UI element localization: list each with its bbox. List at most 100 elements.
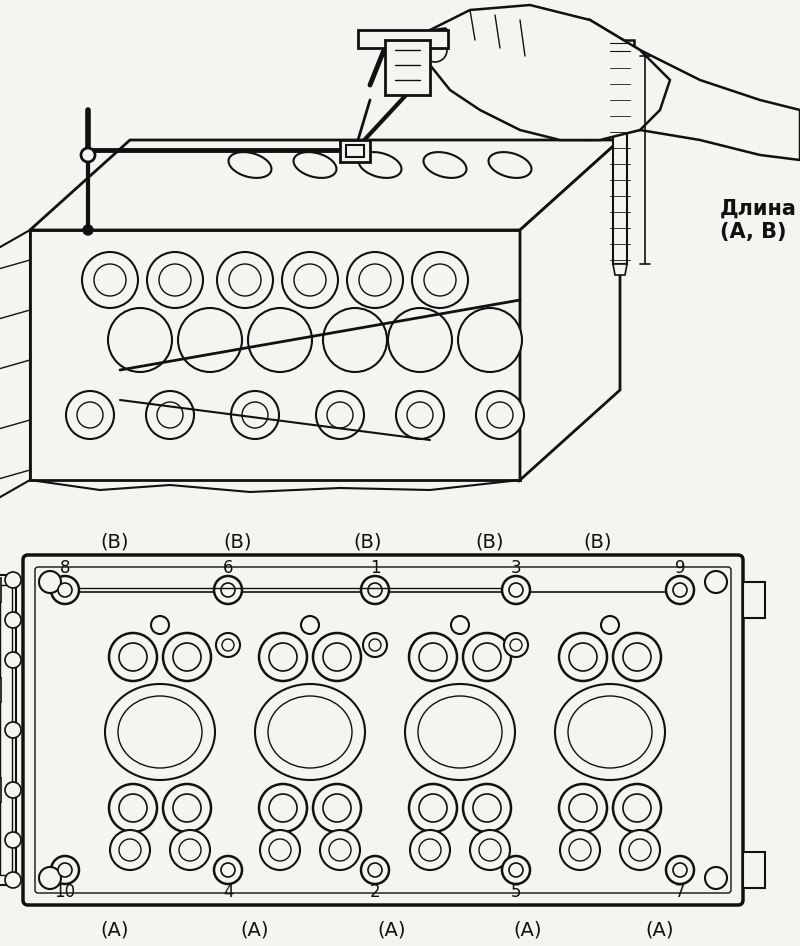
Circle shape [5,652,21,668]
Bar [606,40,634,58]
Circle shape [502,856,530,884]
Ellipse shape [555,684,665,780]
Circle shape [623,643,651,671]
Circle shape [313,784,361,832]
Bar [743,852,765,888]
Circle shape [629,839,651,861]
Text: (A): (A) [101,920,130,939]
Text: (A): (A) [646,920,674,939]
Circle shape [509,863,523,877]
Circle shape [666,576,694,604]
Circle shape [388,308,452,372]
Circle shape [39,571,61,593]
Circle shape [5,832,21,848]
Circle shape [504,633,528,657]
Bar [385,40,430,95]
Circle shape [231,391,279,439]
Circle shape [83,225,93,235]
Circle shape [229,264,261,296]
Text: (A): (A) [378,920,406,939]
Circle shape [424,264,456,296]
Circle shape [347,252,403,308]
Circle shape [476,391,524,439]
Circle shape [323,308,387,372]
Ellipse shape [423,152,466,178]
Circle shape [569,839,591,861]
Circle shape [560,830,600,870]
Circle shape [222,639,234,651]
Circle shape [163,633,211,681]
Circle shape [510,639,522,651]
Ellipse shape [358,152,402,178]
Circle shape [216,633,240,657]
Ellipse shape [405,684,515,780]
Circle shape [412,252,468,308]
Circle shape [282,252,338,308]
Circle shape [119,643,147,671]
Text: Длина
(A, B): Длина (A, B) [720,199,797,241]
Circle shape [146,391,194,439]
Circle shape [5,612,21,628]
Circle shape [419,643,447,671]
Circle shape [463,633,511,681]
Circle shape [58,863,72,877]
Circle shape [159,264,191,296]
Circle shape [473,794,501,822]
Text: 4: 4 [222,883,234,901]
Text: 9: 9 [674,559,686,577]
Circle shape [173,794,201,822]
FancyBboxPatch shape [23,555,743,905]
Circle shape [451,616,469,634]
Circle shape [329,839,351,861]
Bar [0,585,12,875]
Circle shape [368,583,382,597]
Circle shape [173,643,201,671]
Circle shape [301,616,319,634]
Circle shape [5,572,21,588]
Text: (B): (B) [224,533,252,552]
Circle shape [170,830,210,870]
Ellipse shape [229,152,271,178]
Circle shape [77,402,103,428]
Ellipse shape [268,696,352,768]
Circle shape [39,867,61,889]
Circle shape [673,583,687,597]
Ellipse shape [568,696,652,768]
Circle shape [419,794,447,822]
Circle shape [269,643,297,671]
Circle shape [509,583,523,597]
Circle shape [569,643,597,671]
FancyBboxPatch shape [35,567,731,893]
Circle shape [109,633,157,681]
Circle shape [620,830,660,870]
Circle shape [423,38,447,62]
Bar [602,56,638,64]
Circle shape [323,643,351,671]
Circle shape [409,633,457,681]
Circle shape [673,863,687,877]
Bar [358,30,448,48]
Circle shape [94,264,126,296]
Circle shape [361,856,389,884]
Circle shape [217,252,273,308]
Ellipse shape [489,152,531,178]
Circle shape [66,391,114,439]
Circle shape [368,863,382,877]
Circle shape [613,784,661,832]
Circle shape [259,633,307,681]
Circle shape [269,839,291,861]
Circle shape [419,839,441,861]
Circle shape [316,391,364,439]
Circle shape [248,308,312,372]
Polygon shape [415,5,670,140]
Text: 7: 7 [674,883,686,901]
Circle shape [51,856,79,884]
Circle shape [214,856,242,884]
Text: 1: 1 [370,559,380,577]
Circle shape [242,402,268,428]
Circle shape [473,643,501,671]
Circle shape [361,576,389,604]
Text: 5: 5 [510,883,522,901]
Polygon shape [30,230,520,480]
Circle shape [559,633,607,681]
